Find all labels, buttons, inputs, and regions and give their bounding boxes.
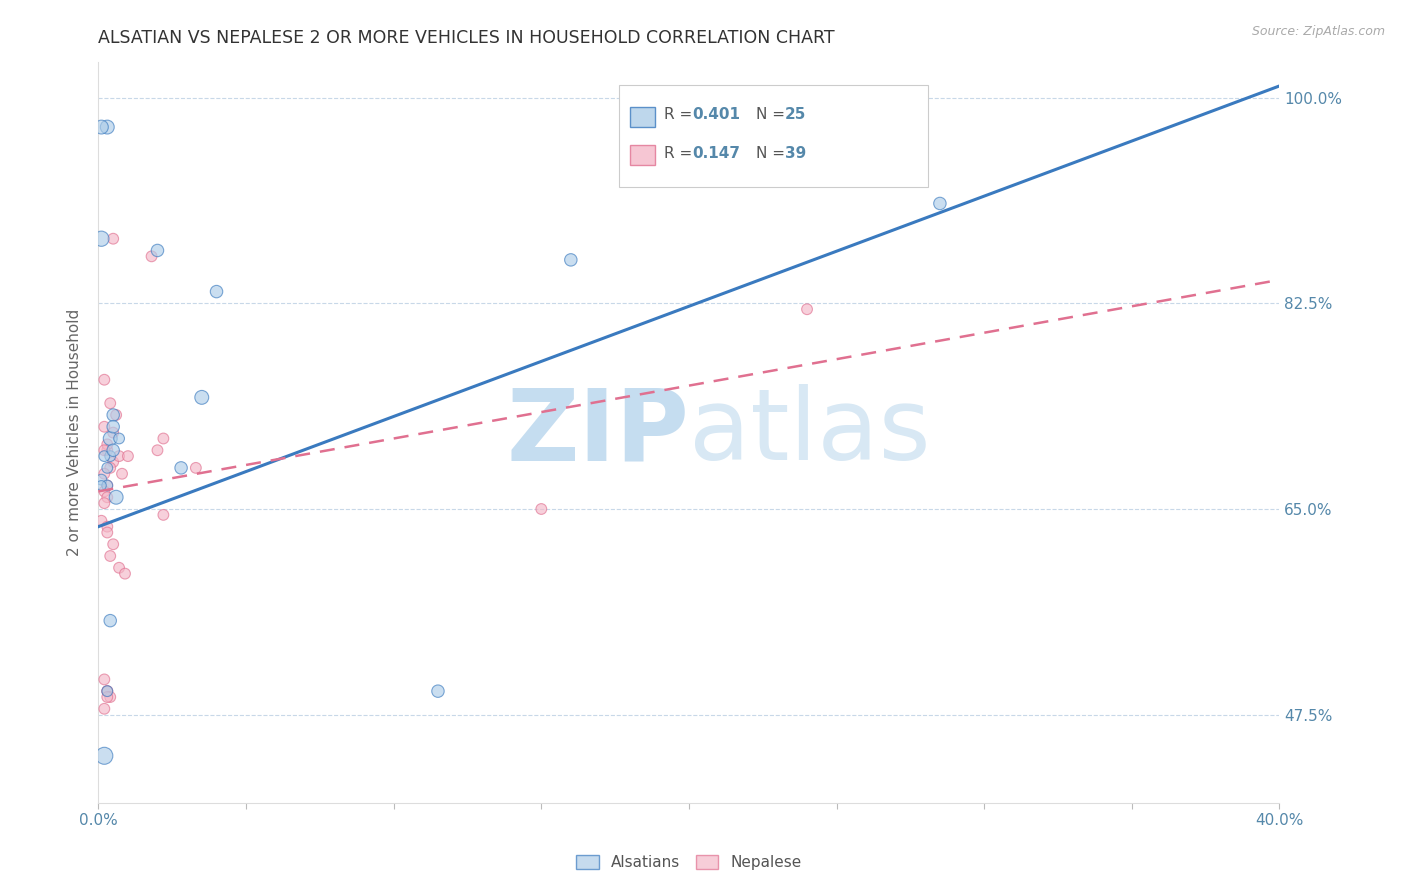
Point	[96, 478, 118, 492]
Text: Source: ZipAtlas.com: Source: ZipAtlas.com	[1251, 25, 1385, 38]
Point	[98, 432, 121, 446]
Point	[96, 690, 118, 704]
Point	[96, 684, 118, 698]
Point	[103, 425, 125, 440]
Legend: Alsatians, Nepalese: Alsatians, Nepalese	[569, 849, 808, 877]
Point	[105, 490, 128, 504]
Point	[90, 232, 112, 246]
Point	[93, 673, 115, 687]
Point	[103, 419, 125, 434]
Point	[90, 473, 112, 487]
Point	[111, 467, 134, 481]
Point	[146, 443, 169, 458]
Point	[93, 449, 115, 463]
Point	[184, 461, 207, 475]
Point	[93, 484, 115, 499]
Point	[427, 684, 450, 698]
Point	[96, 461, 118, 475]
Text: N =: N =	[756, 107, 790, 121]
Text: N =: N =	[756, 146, 790, 161]
Point	[96, 443, 118, 458]
Point	[96, 437, 118, 451]
Y-axis label: 2 or more Vehicles in Household: 2 or more Vehicles in Household	[67, 309, 83, 557]
Point	[170, 461, 193, 475]
Point	[93, 702, 115, 716]
Point	[105, 408, 128, 422]
Point	[152, 432, 174, 446]
Point	[103, 443, 125, 458]
Point	[191, 390, 214, 404]
Point	[93, 496, 115, 510]
Point	[90, 478, 112, 492]
Point	[96, 684, 118, 698]
Point	[530, 502, 553, 516]
Text: ALSATIAN VS NEPALESE 2 OR MORE VEHICLES IN HOUSEHOLD CORRELATION CHART: ALSATIAN VS NEPALESE 2 OR MORE VEHICLES …	[98, 29, 835, 47]
Text: R =: R =	[664, 107, 697, 121]
Point	[103, 232, 125, 246]
Point	[93, 748, 115, 763]
Point	[93, 443, 115, 458]
Text: atlas: atlas	[689, 384, 931, 481]
Point	[93, 467, 115, 481]
Point	[205, 285, 228, 299]
Point	[152, 508, 174, 522]
Text: ZIP: ZIP	[506, 384, 689, 481]
Point	[96, 525, 118, 540]
Point	[98, 449, 121, 463]
Point	[96, 519, 118, 533]
Point	[108, 432, 131, 446]
Point	[146, 244, 169, 258]
Point	[96, 684, 118, 698]
Point	[103, 455, 125, 469]
Point	[90, 120, 112, 134]
Point	[98, 461, 121, 475]
Point	[96, 120, 118, 134]
Text: 0.401: 0.401	[692, 107, 740, 121]
Point	[929, 196, 952, 211]
Point	[93, 419, 115, 434]
Text: R =: R =	[664, 146, 697, 161]
Text: 39: 39	[785, 146, 806, 161]
Point	[103, 408, 125, 422]
Point	[103, 537, 125, 551]
Point	[796, 302, 818, 317]
Point	[98, 690, 121, 704]
Point	[117, 449, 139, 463]
Point	[141, 249, 163, 263]
Point	[98, 396, 121, 410]
Point	[98, 614, 121, 628]
Point	[93, 373, 115, 387]
Point	[108, 561, 131, 575]
Point	[96, 478, 118, 492]
Point	[98, 549, 121, 563]
Point	[96, 490, 118, 504]
Point	[560, 252, 582, 267]
Point	[114, 566, 136, 581]
Text: 0.147: 0.147	[692, 146, 740, 161]
Text: 25: 25	[785, 107, 806, 121]
Point	[90, 514, 112, 528]
Point	[108, 449, 131, 463]
